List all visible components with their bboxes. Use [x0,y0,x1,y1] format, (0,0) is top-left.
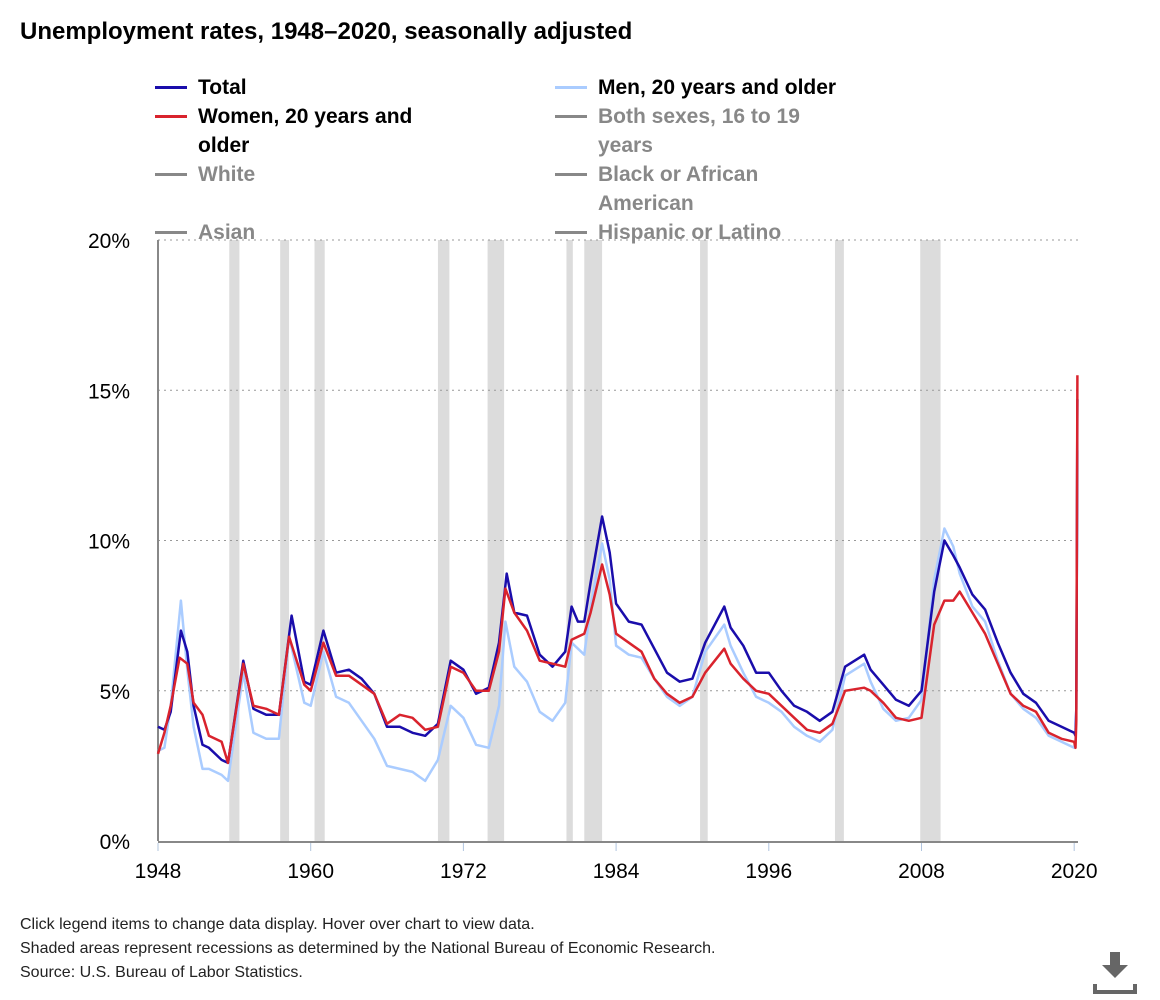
legend-item-white[interactable]: White [155,160,255,189]
recession-band [700,240,708,841]
recession-band [566,240,573,841]
y-tick-label: 10% [88,531,130,554]
recession-band [314,240,325,841]
x-tick-label: 2008 [898,860,945,883]
series-line-women-20-years-and-older[interactable] [156,375,1079,765]
x-tick-label: 1984 [593,860,640,883]
legend-swatch [155,173,187,176]
recession-band [229,240,240,841]
footnote-source: Source: U.S. Bureau of Labor Statistics. [20,964,303,981]
legend-swatch [155,86,187,89]
legend-label: Both sexes, 16 to 19 years [598,105,800,157]
legend-label: White [198,163,256,186]
legend-swatch [555,173,587,176]
legend-label: Total [198,76,247,99]
y-tick-label: 0% [100,831,130,854]
legend-swatch [155,115,187,118]
recession-band [437,240,450,841]
legend-swatch [555,231,587,234]
legend-label: Asian [198,221,256,244]
legend-label: Women, 20 years and older [198,105,413,157]
footnote-recessions: Shaded areas represent recessions as det… [20,940,716,957]
y-tick-label: 15% [88,380,130,403]
legend-item-men[interactable]: Men, 20 years and older [555,73,836,102]
x-tick-label: 1948 [135,860,182,883]
recession-band [584,240,603,841]
legend-label: Men, 20 years and older [598,76,837,99]
footnote-instructions: Click legend items to change data displa… [20,916,535,933]
legend-item-black[interactable]: Black or African American [555,160,815,218]
download-icon[interactable] [1093,952,1137,996]
legend-swatch [155,231,187,234]
legend-swatch [555,115,587,118]
x-tick-label: 1960 [287,860,334,883]
y-tick-label: 5% [100,681,130,704]
y-tick-label: 20% [88,230,130,253]
series-line-total[interactable] [157,399,1079,765]
recession-band [920,240,941,841]
chart-title: Unemployment rates, 1948–2020, seasonall… [20,18,633,45]
legend-item-asian[interactable]: Asian [155,218,255,247]
legend-label: Black or African American [598,163,759,215]
legend-item-hispanic[interactable]: Hispanic or Latino [555,218,781,247]
legend-label: Hispanic or Latino [598,221,782,244]
legend-item-women[interactable]: Women, 20 years and older [155,102,455,160]
legend-swatch [555,86,587,89]
recession-band [834,240,844,841]
legend-item-teens[interactable]: Both sexes, 16 to 19 years [555,102,845,160]
x-tick-label: 1996 [745,860,792,883]
legend-item-total[interactable]: Total [155,73,247,102]
x-tick-label: 2020 [1051,860,1098,883]
x-tick-label: 1972 [440,860,487,883]
